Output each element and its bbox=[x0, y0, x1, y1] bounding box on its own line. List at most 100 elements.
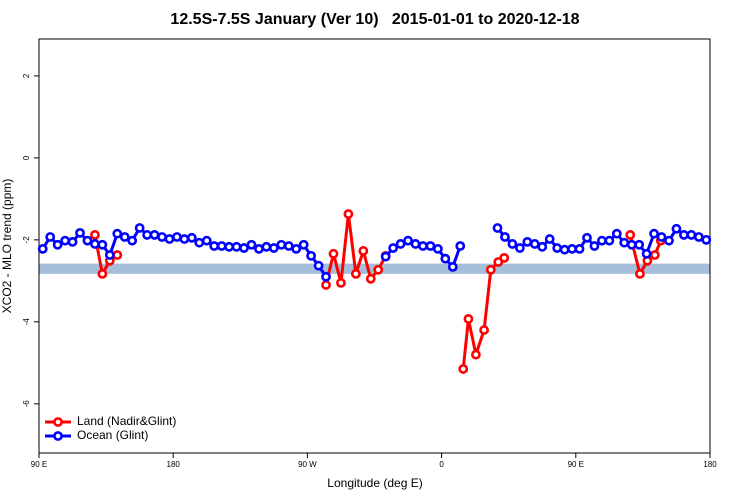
data-point bbox=[336, 277, 346, 288]
x-tick-label: 90 W bbox=[298, 460, 317, 469]
x-tick-label: 180 bbox=[167, 460, 181, 469]
data-point bbox=[664, 235, 674, 246]
data-point bbox=[209, 241, 220, 251]
data-point bbox=[529, 239, 540, 249]
data-point bbox=[425, 241, 436, 251]
data-point bbox=[479, 325, 489, 335]
data-point bbox=[90, 239, 100, 249]
data-point bbox=[537, 241, 548, 252]
data-point bbox=[246, 239, 257, 250]
data-point bbox=[440, 253, 451, 264]
data-point bbox=[358, 246, 369, 256]
legend-marker bbox=[53, 417, 63, 427]
data-point bbox=[649, 250, 660, 260]
data-point bbox=[276, 239, 287, 250]
data-point bbox=[544, 234, 555, 244]
data-point bbox=[313, 260, 324, 271]
data-point bbox=[611, 228, 622, 239]
data-point bbox=[641, 248, 652, 259]
x-tick-label: 90 E bbox=[31, 460, 47, 469]
data-point bbox=[104, 250, 115, 260]
data-point bbox=[380, 251, 391, 262]
data-point bbox=[492, 223, 503, 233]
data-point bbox=[97, 239, 108, 250]
data-point bbox=[619, 237, 630, 248]
data-point bbox=[514, 243, 525, 253]
data-point bbox=[701, 234, 712, 245]
x-tick-label: 0 bbox=[439, 460, 444, 469]
data-point bbox=[499, 252, 510, 263]
data-point bbox=[373, 264, 384, 275]
data-point bbox=[395, 239, 406, 249]
data-point bbox=[328, 248, 339, 259]
data-point bbox=[179, 234, 190, 244]
data-point bbox=[298, 239, 309, 250]
data-point bbox=[365, 273, 376, 284]
data-point bbox=[649, 228, 659, 239]
data-point bbox=[127, 235, 138, 246]
data-point bbox=[567, 243, 577, 254]
data-point bbox=[693, 232, 704, 242]
data-point bbox=[418, 241, 428, 251]
plot-frame bbox=[38, 38, 711, 454]
data-point bbox=[604, 235, 615, 246]
data-point bbox=[67, 237, 78, 247]
data-point bbox=[343, 209, 354, 219]
data-point bbox=[52, 239, 63, 250]
data-point bbox=[625, 230, 636, 240]
x-tick-label: 180 bbox=[703, 460, 717, 469]
data-point bbox=[596, 235, 607, 246]
data-point bbox=[671, 223, 682, 234]
data-point bbox=[582, 232, 592, 243]
data-point bbox=[463, 314, 474, 324]
data-point bbox=[261, 241, 272, 252]
data-point bbox=[194, 237, 205, 248]
data-point bbox=[149, 230, 160, 240]
y-tick-label: -6 bbox=[22, 400, 31, 408]
data-point bbox=[283, 241, 294, 251]
y-tick-label: -4 bbox=[22, 318, 31, 326]
data-point bbox=[634, 239, 645, 250]
data-point bbox=[447, 262, 458, 272]
data-point bbox=[559, 244, 570, 255]
y-tick-label: 0 bbox=[22, 155, 31, 160]
data-point bbox=[635, 268, 645, 279]
data-point bbox=[37, 243, 48, 254]
data-point bbox=[82, 235, 93, 246]
data-point bbox=[350, 268, 361, 279]
data-point bbox=[686, 230, 697, 240]
data-point bbox=[291, 243, 302, 254]
y-axis-label: XCO2 - MLO trend (ppm) bbox=[0, 179, 14, 314]
data-point bbox=[485, 264, 496, 275]
data-point bbox=[119, 232, 130, 242]
data-point bbox=[589, 241, 600, 251]
data-point bbox=[254, 243, 264, 254]
legend-label: Ocean (Glint) bbox=[77, 428, 148, 442]
y-tick-label: -2 bbox=[22, 236, 31, 244]
data-point bbox=[626, 239, 637, 250]
data-point bbox=[470, 349, 481, 360]
legend-label: Land (Nadir&Glint) bbox=[77, 414, 176, 428]
x-axis-label: Longitude (deg E) bbox=[327, 476, 422, 490]
data-point bbox=[45, 232, 56, 242]
data-point bbox=[321, 280, 331, 290]
data-point bbox=[186, 232, 197, 243]
data-point bbox=[500, 232, 510, 242]
data-point bbox=[432, 243, 443, 254]
data-point bbox=[388, 243, 399, 253]
data-point bbox=[268, 243, 279, 253]
data-point bbox=[75, 227, 85, 238]
data-point bbox=[112, 228, 123, 239]
data-point bbox=[216, 241, 227, 251]
y-tick-label: 2 bbox=[22, 73, 31, 78]
data-point bbox=[306, 250, 317, 261]
data-point bbox=[134, 223, 145, 233]
data-point bbox=[172, 232, 182, 242]
data-point bbox=[552, 243, 563, 253]
data-point bbox=[164, 234, 175, 244]
x-tick-label: 90 E bbox=[568, 460, 584, 469]
data-point bbox=[679, 230, 689, 240]
data-point bbox=[201, 235, 212, 246]
data-point bbox=[239, 243, 249, 253]
